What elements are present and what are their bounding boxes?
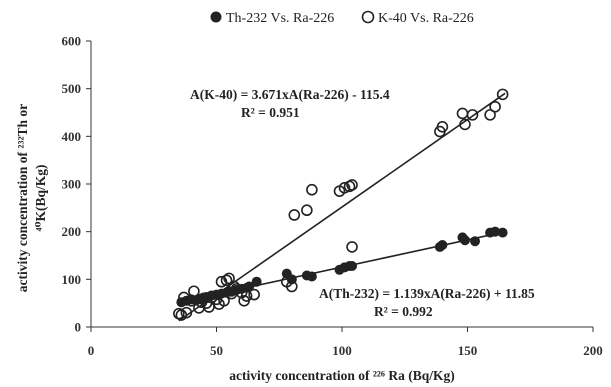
k40-point-26 <box>285 280 298 293</box>
legend-marker-th232 <box>210 11 222 23</box>
legend-label-k40: K-40 Vs. Ra-226 <box>378 11 474 26</box>
x-tick-label-200: 200 <box>583 343 603 358</box>
k40-point-23 <box>240 290 253 302</box>
k40-point-41 <box>489 100 501 113</box>
k40-point-19 <box>228 280 240 293</box>
k40-point-28 <box>301 204 313 217</box>
th232-point-21 <box>306 271 317 282</box>
y-axis-title-line2: ⁴⁰K(Bq/Kg) <box>33 165 48 232</box>
legend-marker-k40 <box>361 10 375 24</box>
x-tick-label-50: 50 <box>210 343 223 358</box>
k40-point-37 <box>456 107 469 120</box>
k40-point-27 <box>288 209 301 221</box>
k40-point-17 <box>223 272 235 285</box>
th232-point-17 <box>251 276 262 287</box>
k40-trendline <box>178 92 506 322</box>
k40-point-11 <box>205 291 218 304</box>
k40-r2: R² = 0.951 <box>241 105 300 120</box>
k40-point-14 <box>215 275 228 288</box>
legend-label-th232: Th-232 Vs. Ra-226 <box>226 11 334 26</box>
y-ticks: 0 100 200 300 400 500 600 <box>62 34 91 335</box>
k40-point-16 <box>220 274 233 287</box>
th232-point-33 <box>497 227 508 238</box>
k40-point-15 <box>218 294 230 307</box>
th232-point-29 <box>459 235 470 246</box>
th232-point-30 <box>470 236 481 247</box>
x-axis-title: activity concentration of ²²⁶ Ra (Bq/Kg) <box>229 368 455 383</box>
th232-r2: R² = 0.992 <box>374 304 433 319</box>
x-ticks: 0 50 100 150 200 <box>88 327 603 358</box>
y-tick-label-200: 200 <box>62 224 82 239</box>
th232-point-25 <box>347 260 358 271</box>
k40-point-33 <box>346 179 358 191</box>
k40-point-2 <box>178 291 190 304</box>
th232-point-32 <box>490 226 501 237</box>
k40-point-39 <box>466 109 479 121</box>
k40-point-42 <box>496 88 509 101</box>
y-tick-label-400: 400 <box>62 129 82 144</box>
x-tick-label-0: 0 <box>88 343 95 358</box>
y-axis-title-line1: activity concentration of ²³²Th or <box>15 104 30 292</box>
k40-point-29 <box>306 183 318 196</box>
k40-point-38 <box>459 118 471 131</box>
k40-equation: A(K-40) = 3.671xA(Ra-226) - 115.4 <box>190 87 390 102</box>
th232-point-27 <box>437 240 448 251</box>
y-tick-label-0: 0 <box>75 320 82 335</box>
k40-point-24 <box>248 288 260 301</box>
th232-point-16 <box>244 281 255 292</box>
x-tick-label-100: 100 <box>332 343 352 358</box>
y-tick-label-600: 600 <box>62 34 82 49</box>
k40-point-40 <box>484 109 496 121</box>
y-tick-label-300: 300 <box>62 177 82 192</box>
k40-point-31 <box>338 182 351 194</box>
th232-equation: A(Th-232) = 1.139xA(Ra-226) + 11.85 <box>319 286 535 301</box>
legend: Th-232 Vs. Ra-226 K-40 Vs. Ra-226 <box>210 10 474 26</box>
k40-point-5 <box>188 285 200 298</box>
k40-point-34 <box>346 241 358 253</box>
y-tick-label-100: 100 <box>62 272 82 287</box>
k40-point-3 <box>180 306 193 319</box>
y-tick-label-500: 500 <box>62 81 82 96</box>
k40-point-36 <box>436 121 449 133</box>
x-tick-label-150: 150 <box>458 343 478 358</box>
series-k40-points <box>173 88 509 321</box>
